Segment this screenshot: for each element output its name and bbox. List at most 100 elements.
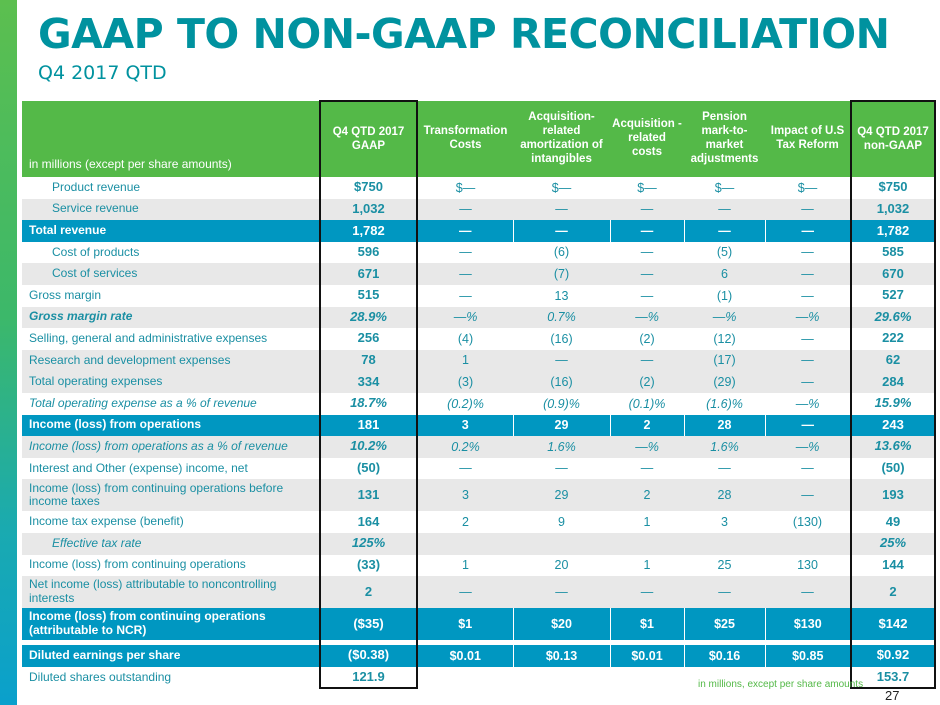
cell-value: 28 [684, 479, 765, 512]
cell-value: — [801, 331, 814, 346]
cell-value: — [765, 220, 852, 242]
row-label: Selling, general and administrative expe… [29, 331, 268, 346]
page-title: GAAP TO NON-GAAP RECONCILIATION [38, 10, 890, 58]
cell-value: 131 [319, 479, 418, 512]
cell-value: 13 [554, 288, 569, 303]
cell-value: — [417, 198, 513, 221]
table-row: Interest and Other (expense) income, net… [22, 457, 936, 480]
cell-value: 28 [684, 414, 766, 437]
cell-value: — [459, 245, 472, 260]
cell-value: (17) [684, 349, 765, 372]
row-label: Net income (loss) attributable to noncon… [22, 576, 320, 609]
row-label: Income (loss) from continuing operations… [22, 479, 320, 512]
column-header: Impact of U.S Tax Reform [765, 101, 851, 177]
row-label: Product revenue [52, 179, 141, 194]
cell-value: $— [797, 180, 818, 195]
cell-value: — [513, 349, 610, 372]
reconciliation-table: in millions (except per share amounts) Q… [22, 100, 936, 690]
cell-value: 3 [417, 414, 514, 437]
row-spacer [22, 640, 936, 646]
table-row: Income (loss) from operations as a % of … [22, 436, 936, 458]
cell-value: 78 [319, 349, 418, 372]
cell-value: 515 [319, 284, 418, 307]
row-label: Diluted earnings per share [22, 645, 321, 667]
cell-value: $130 [765, 608, 852, 641]
cell-value: 3 [721, 514, 728, 529]
cell-value [765, 532, 851, 555]
cell-value: 2 [850, 576, 936, 609]
row-label: Cost of services [22, 263, 320, 285]
cell-value: 1 [643, 514, 651, 529]
cell-value: (0.1)% [628, 396, 666, 411]
cell-value: (0.9)% [543, 396, 580, 411]
cell-value: —% [684, 306, 765, 329]
cell-value: 1.6% [684, 436, 765, 458]
cell-value: — [459, 288, 472, 303]
cell-value: 334 [319, 371, 418, 393]
cell-value: — [610, 349, 684, 372]
cell-value: $750 [319, 177, 418, 199]
row-label: Income (loss) from continuing operations… [22, 608, 321, 641]
unit-label: in millions (except per share amounts) [22, 101, 320, 177]
cell-value: ($0.38) [319, 645, 418, 667]
cell-value: $— [714, 180, 735, 195]
cell-value: 29.6% [850, 306, 936, 329]
row-label: Income (loss) from operations as a % of … [22, 436, 320, 458]
cell-value [417, 532, 513, 555]
cell-value: 121.9 [319, 666, 418, 690]
table-row: Product revenue $750 $— $— $— $— $— $750 [22, 177, 936, 199]
cell-value: 670 [850, 263, 936, 285]
cell-value: 0.7% [513, 306, 610, 329]
table-row: Selling, general and administrative expe… [22, 328, 936, 350]
table-row: Income (loss) from continuing operations… [22, 479, 936, 512]
row-label: Income (loss) from continuing operations [29, 557, 246, 572]
cell-value: —% [610, 306, 684, 329]
cell-value: — [417, 576, 513, 609]
column-header: Q4 QTD 2017 GAAP [319, 100, 418, 177]
cell-value: $1 [610, 608, 685, 641]
column-header: Acquisition-related amortization of inta… [513, 101, 610, 177]
cell-value: — [610, 220, 685, 242]
cell-value: $— [455, 180, 476, 195]
row-label: Income (loss) from operations [22, 414, 321, 437]
cell-value: (4) [457, 331, 474, 346]
row-label: Effective tax rate [22, 532, 320, 555]
cell-value: — [765, 414, 852, 437]
cell-value: $25 [684, 608, 766, 641]
cell-value: 13.6% [850, 436, 936, 458]
cell-value: 2 [462, 514, 469, 529]
cell-value [610, 667, 684, 689]
row-label: Interest and Other (expense) income, net [29, 460, 248, 475]
cell-value [417, 667, 513, 689]
cell-value: $750 [850, 177, 936, 199]
cell-value: — [417, 263, 513, 285]
cell-value [610, 532, 684, 555]
cell-value: (12) [713, 331, 736, 346]
table-row: Income (loss) from continuing operations… [22, 608, 936, 641]
cell-value: — [459, 461, 472, 476]
cell-value: 62 [850, 349, 936, 372]
cell-value [684, 532, 765, 555]
cell-value [513, 667, 610, 689]
cell-value: 0.2% [417, 436, 513, 458]
table-row: Cost of services 671— (7) —6—670 [22, 263, 936, 285]
footnote: in millions, except per share amounts [698, 679, 864, 690]
row-label: Diluted shares outstanding [29, 669, 172, 684]
cell-value: $0.85 [765, 645, 852, 667]
cell-value: (7) [513, 263, 610, 285]
cell-value: $0.01 [417, 645, 514, 667]
cell-value: — [718, 461, 731, 476]
cell-value: (2) [639, 331, 655, 346]
cell-value: $142 [850, 608, 936, 641]
table-row: Income (loss) from continuing operations… [22, 554, 936, 577]
cell-value: — [513, 220, 611, 242]
cell-value: 256 [319, 328, 418, 350]
cell-value: — [801, 461, 814, 476]
cell-value: (0.2)% [447, 396, 484, 411]
cell-value: — [555, 461, 568, 476]
cell-value: 20 [554, 558, 569, 573]
table-row: Income (loss) from operations 181 3 29 2 28—2… [22, 414, 936, 437]
cell-value: 25 [717, 558, 732, 573]
cell-value: — [765, 198, 851, 221]
cell-value: $20 [513, 608, 611, 641]
